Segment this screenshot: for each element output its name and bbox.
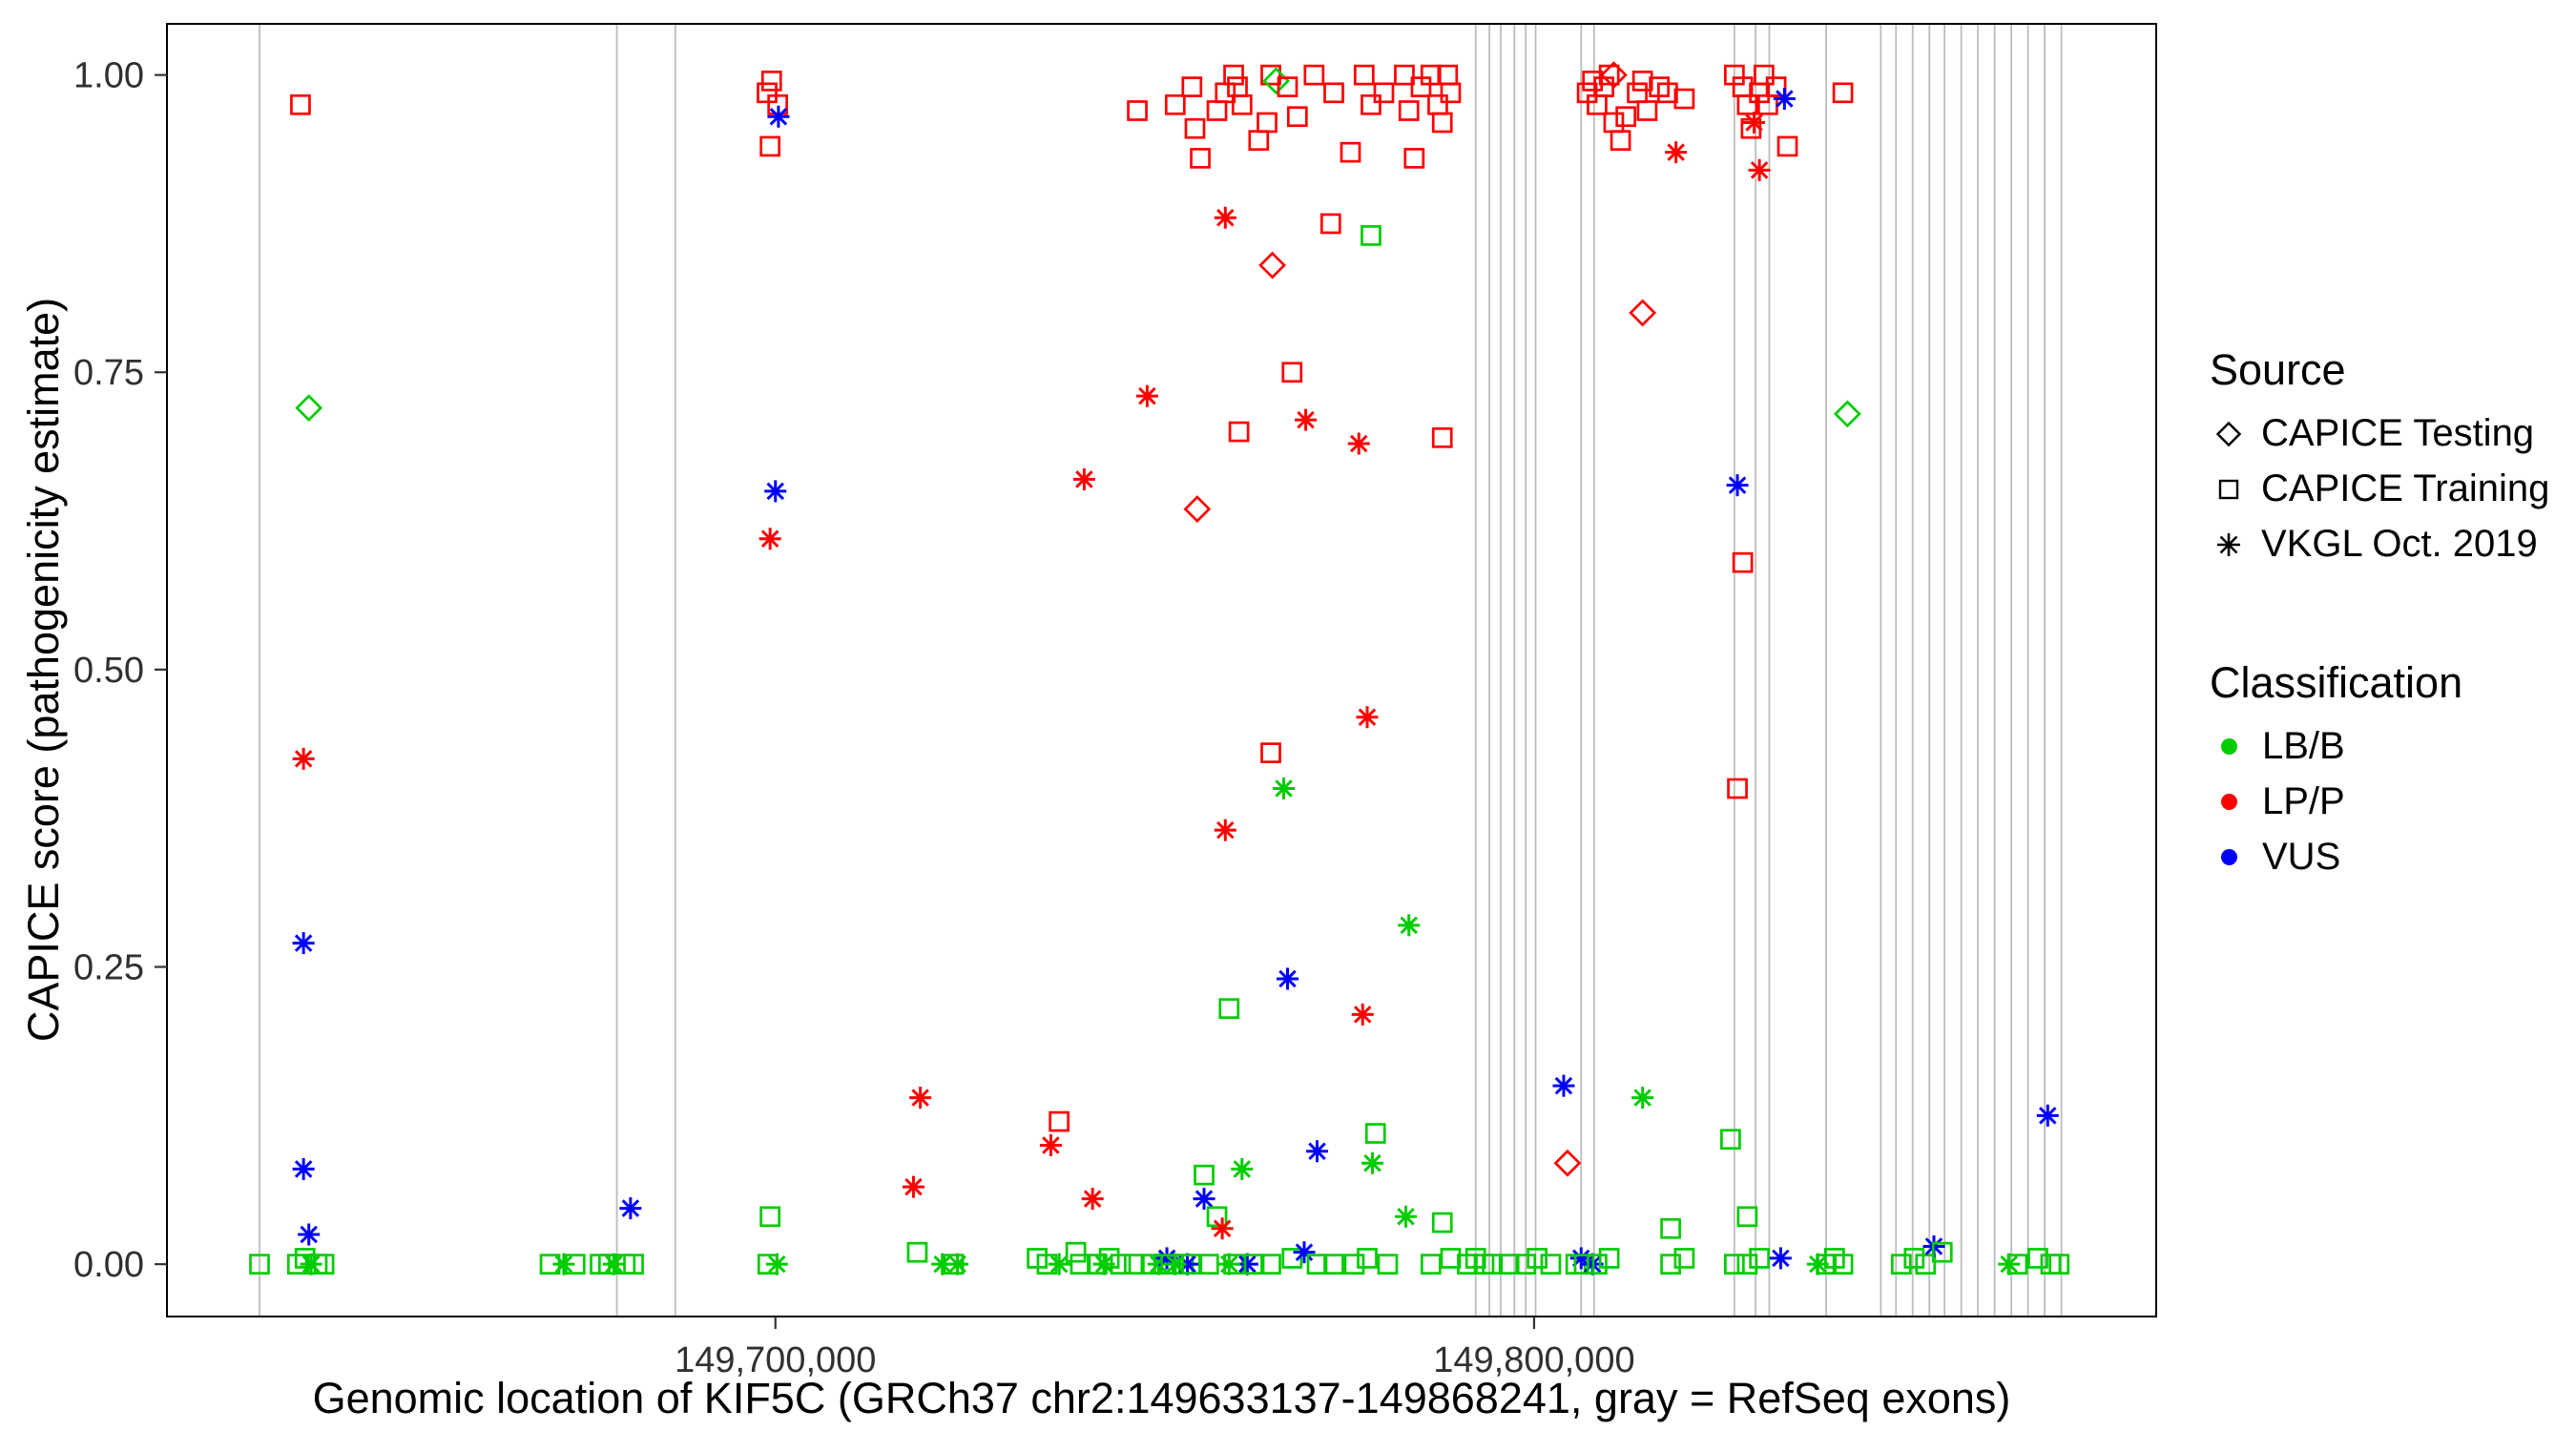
red-dot-icon <box>2221 794 2237 810</box>
legend-item-vus: VUS <box>2210 836 2549 879</box>
legend-classification-title: Classification <box>2210 658 2463 707</box>
legend-label: VKGL Oct. 2019 <box>2261 523 2538 565</box>
svg-text:149,700,000: 149,700,000 <box>675 1340 876 1380</box>
legend-label: LB/B <box>2262 725 2345 767</box>
legend-item-lbb: LB/B <box>2210 725 2549 768</box>
svg-text:0.00: 0.00 <box>73 1245 144 1285</box>
legend-source-group: Source CAPICE Testing CAPICE Training VK… <box>2210 345 2549 578</box>
legend-classification-group: Classification LB/B LP/P VUS <box>2210 658 2549 891</box>
data-points-layer <box>249 61 2070 1275</box>
diamond-icon <box>2215 421 2242 446</box>
axis-ticks-layer: 0.00 0.25 0.50 0.75 1.00 149,700,000 149,800,0… <box>73 56 1635 1380</box>
asterisk-icon <box>2217 532 2240 556</box>
svg-text:0.75: 0.75 <box>73 353 144 393</box>
plot-panel <box>166 23 2157 1317</box>
legend: Source CAPICE Testing CAPICE Training VK… <box>2210 345 2549 971</box>
legend-label: LP/P <box>2262 780 2345 822</box>
legend-item-lpp: LP/P <box>2210 780 2549 823</box>
green-dot-icon <box>2221 738 2237 755</box>
refseq-exon-lines-layer <box>259 25 2063 1316</box>
legend-item-capice-training: CAPICE Training <box>2210 467 2549 510</box>
legend-source-title: Source <box>2210 345 2346 394</box>
legend-label: CAPICE Testing <box>2261 412 2535 454</box>
svg-text:0.25: 0.25 <box>73 948 144 988</box>
y-axis-title: CAPICE score (pathogenicity estimate) <box>19 297 68 1043</box>
legend-item-vkgl: VKGL Oct. 2019 <box>2210 523 2549 566</box>
legend-label: VUS <box>2262 836 2341 878</box>
blue-dot-icon <box>2221 849 2237 865</box>
square-icon <box>2218 479 2239 499</box>
svg-text:0.50: 0.50 <box>73 651 144 691</box>
x-axis-title: Genomic location of KIF5C (GRCh37 chr2:1… <box>312 1374 2011 1422</box>
svg-text:1.00: 1.00 <box>73 56 144 96</box>
legend-item-capice-testing: CAPICE Testing <box>2210 412 2549 455</box>
svg-text:149,800,000: 149,800,000 <box>1433 1340 1634 1380</box>
legend-label: CAPICE Training <box>2261 467 2550 509</box>
